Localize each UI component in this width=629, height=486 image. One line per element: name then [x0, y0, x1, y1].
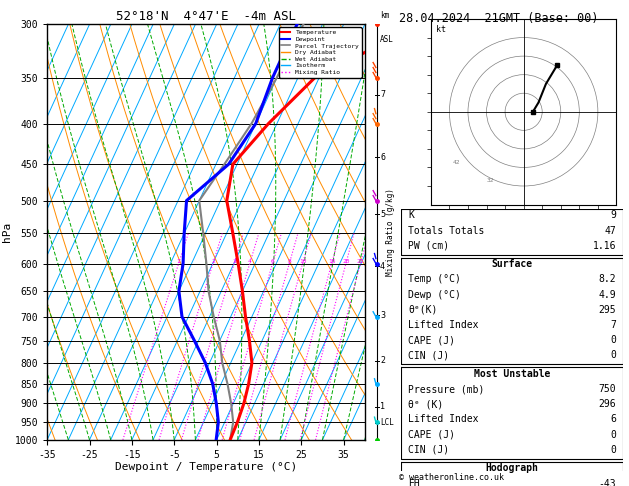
Text: 5: 5: [380, 209, 385, 219]
Text: K: K: [408, 210, 414, 220]
Text: CAPE (J): CAPE (J): [408, 335, 455, 345]
Text: 10: 10: [299, 259, 306, 263]
Text: Totals Totals: Totals Totals: [408, 226, 484, 236]
Y-axis label: hPa: hPa: [2, 222, 12, 242]
Text: 4.9: 4.9: [598, 290, 616, 299]
Text: 0: 0: [610, 350, 616, 361]
Text: Dewp (°C): Dewp (°C): [408, 290, 461, 299]
Legend: Temperature, Dewpoint, Parcel Trajectory, Dry Adiabat, Wet Adiabat, Isotherm, Mi: Temperature, Dewpoint, Parcel Trajectory…: [279, 27, 362, 78]
Text: θᵉ(K): θᵉ(K): [408, 305, 437, 315]
Text: ASL: ASL: [380, 35, 394, 44]
Title: 52°18'N  4°47'E  -4m ASL: 52°18'N 4°47'E -4m ASL: [116, 10, 296, 23]
Text: 28.04.2024  21GMT (Base: 00): 28.04.2024 21GMT (Base: 00): [399, 12, 599, 25]
Text: θᵉ (K): θᵉ (K): [408, 399, 443, 409]
Text: 4: 4: [248, 259, 252, 263]
Text: 295: 295: [598, 305, 616, 315]
Text: 6: 6: [270, 259, 274, 263]
Text: 1: 1: [177, 259, 181, 263]
Text: kt: kt: [437, 25, 447, 34]
Text: 2: 2: [211, 259, 215, 263]
Text: CAPE (J): CAPE (J): [408, 430, 455, 440]
Text: 8: 8: [287, 259, 291, 263]
Text: 6: 6: [610, 415, 616, 424]
Text: -43: -43: [598, 479, 616, 486]
X-axis label: Dewpoint / Temperature (°C): Dewpoint / Temperature (°C): [115, 462, 297, 472]
Text: 0: 0: [610, 430, 616, 440]
Text: 6: 6: [380, 153, 385, 162]
Text: © weatheronline.co.uk: © weatheronline.co.uk: [399, 473, 504, 482]
Text: km: km: [380, 11, 389, 20]
Text: 0: 0: [610, 335, 616, 345]
Text: Surface: Surface: [491, 259, 533, 269]
Text: CIN (J): CIN (J): [408, 350, 449, 361]
Text: Most Unstable: Most Unstable: [474, 369, 550, 379]
Text: 3: 3: [380, 311, 385, 320]
Text: PW (cm): PW (cm): [408, 241, 449, 251]
Text: Hodograph: Hodograph: [486, 463, 538, 473]
Text: 0: 0: [610, 445, 616, 455]
Text: Pressure (mb): Pressure (mb): [408, 384, 484, 394]
Text: 750: 750: [598, 384, 616, 394]
Text: LCL: LCL: [380, 418, 394, 427]
Text: Mixing Ratio (g/kg): Mixing Ratio (g/kg): [386, 188, 395, 276]
Text: 42: 42: [453, 160, 460, 165]
Text: CIN (J): CIN (J): [408, 445, 449, 455]
Text: 20: 20: [342, 259, 350, 263]
Text: 32: 32: [487, 178, 494, 183]
Text: 47: 47: [604, 226, 616, 236]
Text: 7: 7: [380, 90, 385, 99]
Text: 7: 7: [610, 320, 616, 330]
Text: 4: 4: [380, 262, 385, 271]
Text: 1.16: 1.16: [593, 241, 616, 251]
Text: 9: 9: [610, 210, 616, 220]
Text: 16: 16: [328, 259, 335, 263]
Text: 1: 1: [380, 402, 385, 411]
Text: 25: 25: [357, 259, 364, 263]
Text: Temp (°C): Temp (°C): [408, 274, 461, 284]
Text: 8.2: 8.2: [598, 274, 616, 284]
Text: EH: EH: [408, 479, 420, 486]
Text: Lifted Index: Lifted Index: [408, 320, 479, 330]
Text: 2: 2: [380, 356, 385, 365]
Text: 296: 296: [598, 399, 616, 409]
Text: 3: 3: [232, 259, 236, 263]
Text: Lifted Index: Lifted Index: [408, 415, 479, 424]
